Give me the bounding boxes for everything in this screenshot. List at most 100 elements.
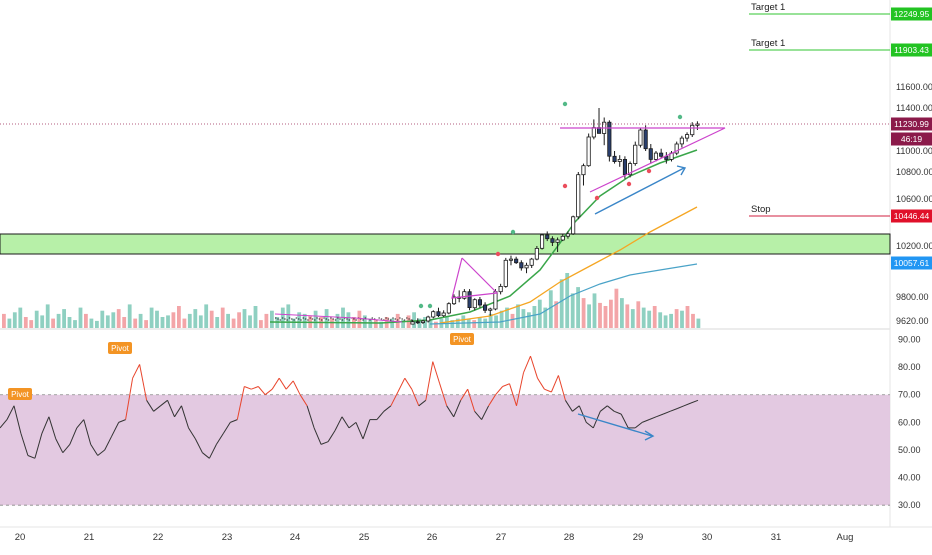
rsi-divergence-arrow-head xyxy=(644,430,655,441)
volume-bar xyxy=(209,310,214,328)
volume-bar xyxy=(105,315,110,328)
rsi-line-segment xyxy=(334,416,343,431)
rsi-line-segment xyxy=(48,416,57,440)
volume-bar xyxy=(516,304,520,328)
price-badge-text: 46:19 xyxy=(901,134,923,144)
time-tick-label: 20 xyxy=(15,532,26,543)
time-tick-label: 30 xyxy=(702,532,713,543)
price-badge-text: 11903.43 xyxy=(894,45,929,55)
rsi-line-segment xyxy=(362,419,371,440)
volume-bar xyxy=(625,304,630,328)
candle-body xyxy=(426,316,431,322)
rsi-line-segment xyxy=(139,364,148,401)
rsi-line-segment xyxy=(648,416,657,421)
volume-bar xyxy=(270,310,274,328)
price-badge-text: 10446.44 xyxy=(894,211,930,221)
time-tick-label: 21 xyxy=(84,532,95,543)
volume-bar xyxy=(373,320,378,328)
volume-bar xyxy=(401,320,405,328)
price-tick-label: 10800.00 xyxy=(896,167,932,177)
volume-bar xyxy=(62,309,66,328)
rsi-line-segment xyxy=(397,377,406,393)
volume-bar xyxy=(302,313,307,328)
rsi-line-segment xyxy=(160,399,168,407)
pivot-badge xyxy=(108,342,132,354)
candle-body xyxy=(679,137,684,145)
price-badge-text: 11230.99 xyxy=(894,119,929,129)
candle-body xyxy=(540,234,545,249)
volume-bar xyxy=(472,320,477,328)
volume-bar xyxy=(56,313,61,328)
candle-body xyxy=(690,124,695,136)
rsi-line-segment xyxy=(537,377,545,390)
volume-bar xyxy=(450,320,455,328)
rsi-line-segment xyxy=(550,375,559,393)
volume-bar xyxy=(576,287,580,328)
volume-bar xyxy=(548,290,553,328)
volume-bar xyxy=(248,315,252,328)
rsi-line-segment xyxy=(62,444,71,454)
volume-bar xyxy=(417,318,422,328)
rsi-line-segment xyxy=(642,419,650,423)
volume-bar xyxy=(434,321,438,328)
rsi-line-segment xyxy=(690,399,699,404)
rsi-line-segment xyxy=(90,444,99,456)
rsi-line-segment xyxy=(244,386,252,390)
volume-bar xyxy=(155,310,159,328)
volume-bar xyxy=(658,312,663,328)
volume-bar xyxy=(149,307,154,328)
rsi-line-segment xyxy=(495,386,503,396)
volume-bar xyxy=(362,315,367,328)
rsi-line-segment xyxy=(34,433,43,459)
candle-body xyxy=(420,320,425,323)
volume-bar xyxy=(204,304,209,328)
rsi-line-segment xyxy=(572,405,580,412)
rsi-line-segment xyxy=(76,419,85,429)
time-tick-label: Aug xyxy=(837,532,854,543)
volume-bar xyxy=(177,306,181,328)
rsi-tick-label: 40.00 xyxy=(898,473,921,483)
volume-bar xyxy=(630,309,635,328)
rsi-line-segment xyxy=(620,413,629,429)
volume-bar xyxy=(652,306,657,328)
candle-body xyxy=(534,247,539,260)
volume-bar xyxy=(133,318,138,328)
price-badge-text: 10057.61 xyxy=(894,258,930,268)
pivot-high-dot xyxy=(510,229,516,235)
candle-body xyxy=(503,259,508,287)
rsi-line-segment xyxy=(292,380,301,395)
volume-bar xyxy=(488,313,493,328)
rsi-line-segment xyxy=(383,405,392,412)
volume-bar xyxy=(237,312,241,328)
rsi-line-segment xyxy=(446,405,455,418)
volume-bar xyxy=(527,312,531,328)
rsi-line-segment xyxy=(83,419,92,445)
volume-bar xyxy=(395,313,400,328)
price-tick-label: 10600.00 xyxy=(896,194,932,204)
volume-bar xyxy=(45,304,50,328)
volume-bar xyxy=(570,293,575,328)
rsi-line-segment xyxy=(104,435,113,451)
time-tick-label: 28 xyxy=(564,532,575,543)
rsi-tick-label: 50.00 xyxy=(898,445,921,455)
time-tick-label: 26 xyxy=(427,532,438,543)
rsi-line-segment xyxy=(194,438,203,453)
volume-bar xyxy=(603,306,608,328)
volume-bar xyxy=(84,313,88,328)
volume-bar xyxy=(242,309,247,328)
time-tick-label: 31 xyxy=(771,532,782,543)
rsi-line-segment xyxy=(376,410,385,420)
rsi-line-segment xyxy=(222,422,231,434)
volume-bar xyxy=(226,313,230,328)
rsi-line-segment xyxy=(481,405,490,420)
sma-orange-line xyxy=(439,206,698,324)
volume-bar xyxy=(29,320,34,328)
rsi-line-segment xyxy=(460,388,469,401)
volume-bar xyxy=(636,301,641,328)
pivot-badge-label: Pivot xyxy=(11,390,30,399)
candle-body xyxy=(612,155,617,163)
candle-body xyxy=(498,285,503,293)
rsi-line-segment xyxy=(390,391,399,407)
